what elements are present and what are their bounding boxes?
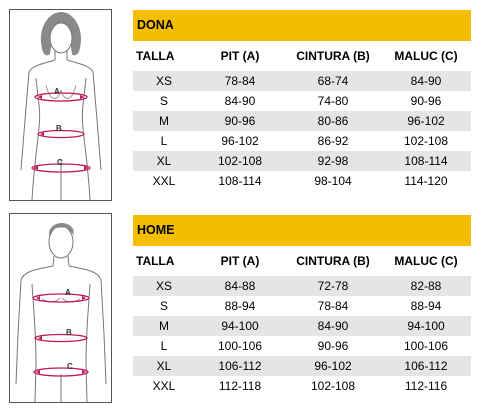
table-row: XS 84-88 72-78 82-88 (133, 276, 471, 296)
cell-cintura: 68-74 (285, 71, 381, 91)
waist-measure-line (34, 333, 88, 343)
cell-maluc: 90-96 (381, 91, 471, 111)
cell-maluc: 112-116 (381, 376, 471, 396)
cell-pit: 96-102 (195, 131, 285, 151)
hip-measure-line (31, 163, 91, 173)
cell-cintura: 102-108 (285, 376, 381, 396)
cell-maluc: 100-106 (381, 336, 471, 356)
male-figure-panel: A B C (9, 213, 112, 403)
cell-maluc: 84-90 (381, 71, 471, 91)
section-title-dona: DONA (133, 10, 471, 41)
col-header-maluc: MALUC (C) (394, 254, 458, 268)
cell-talla: XXL (133, 376, 195, 396)
cell-maluc: 88-94 (381, 296, 471, 316)
label-a: A (65, 288, 71, 297)
cell-talla: L (133, 336, 195, 356)
female-size-section: DONA TALLA PIT (A) CINTURA (B) MALUC (C)… (133, 10, 471, 191)
cell-pit: 108-114 (195, 171, 285, 191)
label-c: C (67, 362, 73, 371)
label-c: C (57, 158, 63, 167)
cell-pit: 84-88 (195, 276, 285, 296)
cell-maluc: 108-114 (381, 151, 471, 171)
bust-measure-line (34, 92, 88, 102)
cell-cintura: 80-86 (285, 111, 381, 131)
male-size-table: TALLA PIT (A) CINTURA (B) MALUC (C) XS 8… (133, 246, 471, 396)
table-row: M 90-96 80-86 96-102 (133, 111, 471, 131)
cell-talla: XS (133, 276, 195, 296)
col-header-cintura: CINTURA (B) (296, 254, 370, 268)
cell-pit: 94-100 (195, 316, 285, 336)
label-b: B (56, 124, 62, 133)
cell-talla: XS (133, 71, 195, 91)
table-row: XXL 108-114 98-104 114-120 (133, 171, 471, 191)
male-size-section: HOME TALLA PIT (A) CINTURA (B) MALUC (C)… (133, 215, 471, 396)
cell-cintura: 78-84 (285, 296, 381, 316)
male-body-outline-icon: A B C (15, 223, 107, 402)
cell-cintura: 86-92 (285, 131, 381, 151)
cell-pit: 84-90 (195, 91, 285, 111)
table-row: XS 78-84 68-74 84-90 (133, 71, 471, 91)
cell-pit: 106-112 (195, 356, 285, 376)
waist-measure-line (37, 129, 85, 139)
cell-talla: M (133, 316, 195, 336)
female-figure-panel: A B C (9, 9, 112, 201)
col-header-pit: PIT (A) (220, 254, 260, 268)
table-row: XXL 112-118 102-108 112-116 (133, 376, 471, 396)
cell-maluc: 102-108 (381, 131, 471, 151)
cell-maluc: 96-102 (381, 111, 471, 131)
cell-talla: L (133, 131, 195, 151)
cell-pit: 88-94 (195, 296, 285, 316)
col-header-talla: TALLA (136, 254, 175, 268)
col-header-talla: TALLA (136, 49, 175, 63)
table-row: L 100-106 90-96 100-106 (133, 336, 471, 356)
table-row: XL 106-112 96-102 106-112 (133, 356, 471, 376)
cell-pit: 102-108 (195, 151, 285, 171)
table-row: S 84-90 74-80 90-96 (133, 91, 471, 111)
female-size-table: TALLA PIT (A) CINTURA (B) MALUC (C) XS 7… (133, 41, 471, 191)
cell-cintura: 84-90 (285, 316, 381, 336)
cell-cintura: 90-96 (285, 336, 381, 356)
table-header-row: TALLA PIT (A) CINTURA (B) MALUC (C) (133, 246, 471, 276)
cell-talla: S (133, 296, 195, 316)
label-a: A (54, 87, 60, 96)
cell-pit: 100-106 (195, 336, 285, 356)
cell-maluc: 106-112 (381, 356, 471, 376)
cell-pit: 112-118 (195, 376, 285, 396)
cell-talla: S (133, 91, 195, 111)
section-title-home: HOME (133, 215, 471, 246)
col-header-cintura: CINTURA (B) (296, 49, 370, 63)
cell-cintura: 74-80 (285, 91, 381, 111)
table-row: XL 102-108 92-98 108-114 (133, 151, 471, 171)
cell-cintura: 72-78 (285, 276, 381, 296)
cell-cintura: 98-104 (285, 171, 381, 191)
cell-talla: XL (133, 151, 195, 171)
cell-pit: 78-84 (195, 71, 285, 91)
table-row: M 94-100 84-90 94-100 (133, 316, 471, 336)
chest-measure-line (32, 293, 90, 303)
table-row: L 96-102 86-92 102-108 (133, 131, 471, 151)
cell-cintura: 92-98 (285, 151, 381, 171)
table-row: S 88-94 78-84 88-94 (133, 296, 471, 316)
female-body-outline-icon: A B C (20, 12, 102, 200)
label-b: B (66, 328, 72, 337)
cell-maluc: 82-88 (381, 276, 471, 296)
cell-talla: M (133, 111, 195, 131)
cell-talla: XL (133, 356, 195, 376)
hip-measure-line (33, 367, 89, 377)
cell-cintura: 96-102 (285, 356, 381, 376)
cell-maluc: 114-120 (381, 171, 471, 191)
col-header-maluc: MALUC (C) (394, 49, 458, 63)
cell-talla: XXL (133, 171, 195, 191)
table-header-row: TALLA PIT (A) CINTURA (B) MALUC (C) (133, 41, 471, 71)
cell-pit: 90-96 (195, 111, 285, 131)
col-header-pit: PIT (A) (220, 49, 260, 63)
cell-maluc: 94-100 (381, 316, 471, 336)
